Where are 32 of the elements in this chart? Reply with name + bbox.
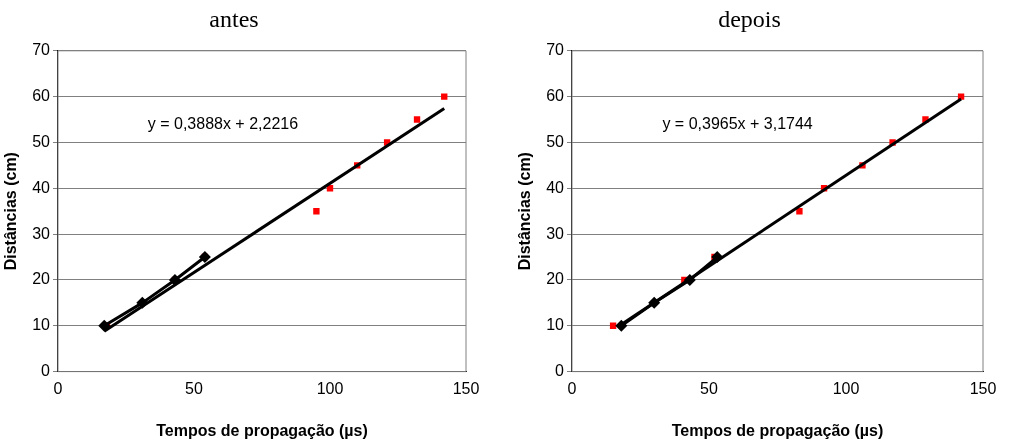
y-tick-label: 70	[546, 41, 565, 59]
y-tick-label: 40	[546, 178, 565, 196]
x-tick-label: 150	[969, 379, 997, 397]
y-axis-title: Distâncias (cm)	[516, 152, 534, 271]
y-tick-label: 70	[32, 41, 51, 59]
x-tick-label: 100	[832, 379, 860, 397]
y-tick-label: 0	[555, 362, 565, 380]
y-tick-label: 10	[32, 316, 51, 334]
x-axis-title: Tempos de propagação (µs)	[671, 421, 884, 439]
y-tick-label: 30	[546, 224, 565, 242]
x-tick-label: 50	[700, 379, 718, 397]
chart-title: antes	[209, 5, 259, 32]
y-tick-label: 30	[32, 224, 51, 242]
x-tick-label: 0	[53, 379, 63, 397]
annotation: y = 0,3965x + 3,1744	[662, 114, 813, 132]
x-tick-label: 50	[185, 379, 203, 397]
chart-title: depois	[718, 5, 781, 32]
y-tick-label: 20	[32, 270, 51, 288]
y-tick-label: 10	[546, 316, 565, 334]
x-tick-label: 0	[567, 379, 577, 397]
y-tick-label: 50	[32, 132, 51, 150]
y-tick-label: 20	[546, 270, 565, 288]
y-tick-label: 0	[41, 362, 51, 380]
annotation: y = 0,3888x + 2,2216	[147, 114, 299, 132]
x-tick-label: 100	[316, 379, 344, 397]
y-axis-title: Distâncias (cm)	[2, 152, 20, 271]
y-tick-label: 60	[32, 87, 51, 105]
x-tick-label: 150	[452, 379, 480, 397]
y-tick-label: 40	[32, 178, 51, 196]
y-tick-label: 50	[546, 132, 565, 150]
y-tick-label: 60	[546, 87, 565, 105]
x-axis-title: Tempos de propagação (µs)	[156, 421, 368, 439]
